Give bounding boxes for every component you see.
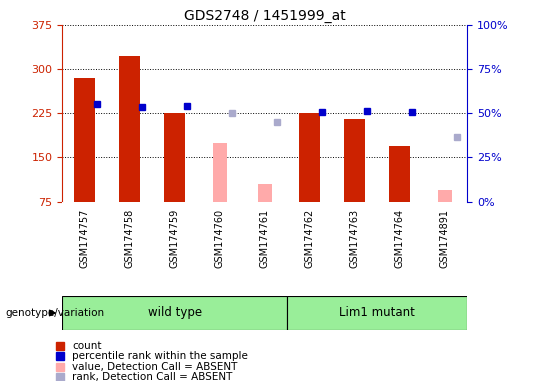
Bar <box>119 56 140 202</box>
Bar <box>345 119 364 202</box>
Text: GSM174758: GSM174758 <box>125 209 134 268</box>
Bar <box>62 296 287 330</box>
Text: genotype/variation: genotype/variation <box>5 308 105 318</box>
Text: rank, Detection Call = ABSENT: rank, Detection Call = ABSENT <box>72 372 232 382</box>
Text: GSM174762: GSM174762 <box>305 209 315 268</box>
Bar <box>75 78 94 202</box>
Text: percentile rank within the sample: percentile rank within the sample <box>72 351 248 361</box>
Text: GSM174761: GSM174761 <box>260 209 269 268</box>
Text: Lim1 mutant: Lim1 mutant <box>339 306 415 319</box>
Text: count: count <box>72 341 102 351</box>
Text: GSM174763: GSM174763 <box>349 209 360 268</box>
Text: value, Detection Call = ABSENT: value, Detection Call = ABSENT <box>72 362 238 372</box>
Text: GSM174764: GSM174764 <box>395 209 404 268</box>
Bar <box>437 190 451 202</box>
Text: GSM174759: GSM174759 <box>170 209 180 268</box>
Bar <box>287 296 467 330</box>
Title: GDS2748 / 1451999_at: GDS2748 / 1451999_at <box>184 8 346 23</box>
Text: wild type: wild type <box>147 306 201 319</box>
Text: GSM174757: GSM174757 <box>79 209 90 268</box>
Bar <box>389 146 410 202</box>
Text: GSM174760: GSM174760 <box>214 209 225 268</box>
Bar <box>213 143 227 202</box>
Text: GSM174891: GSM174891 <box>440 209 450 268</box>
Bar <box>300 113 320 202</box>
Bar <box>258 184 272 202</box>
Bar <box>165 113 185 202</box>
